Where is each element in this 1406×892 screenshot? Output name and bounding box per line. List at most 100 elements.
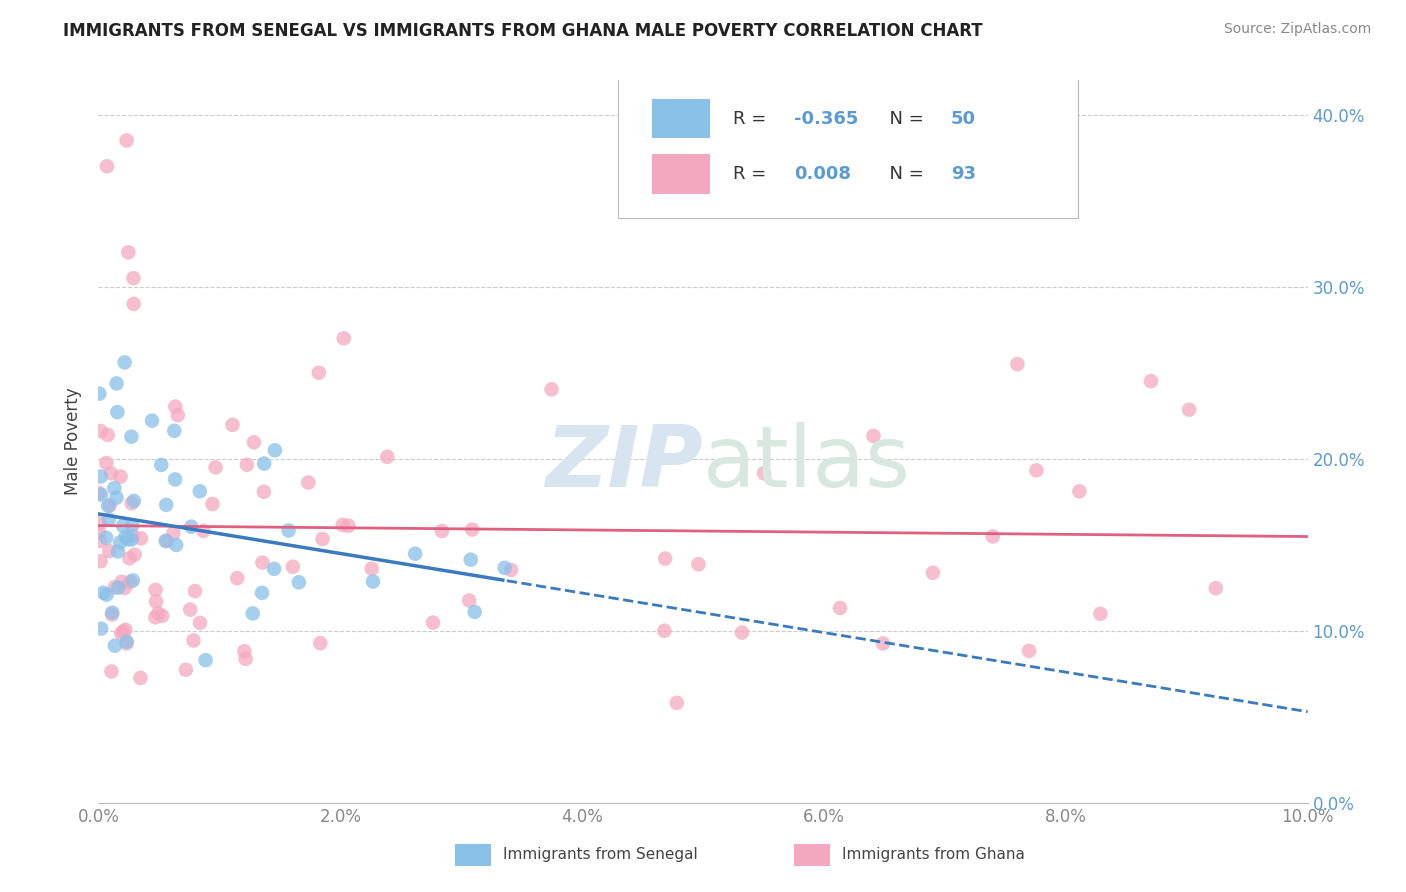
Point (114, 623, 136, 637)
Point (90, 424, 112, 438)
Point (150, 608, 173, 623)
Point (114, 530, 136, 544)
Point (461, 523, 484, 537)
Point (100, 467, 122, 481)
Point (103, 481, 125, 495)
Point (97, 428, 120, 442)
FancyBboxPatch shape (619, 77, 1078, 218)
Point (1090, 607, 1112, 621)
Point (89, 386, 111, 401)
Point (122, 297, 145, 311)
Point (91, 586, 114, 600)
Point (250, 586, 273, 600)
Point (194, 653, 217, 667)
Point (118, 551, 141, 566)
Point (165, 400, 187, 414)
Point (654, 551, 676, 566)
Point (96, 456, 118, 470)
Point (117, 245, 139, 260)
Point (654, 624, 676, 638)
Point (221, 417, 243, 432)
Point (242, 607, 264, 621)
Point (145, 610, 167, 624)
Point (107, 581, 129, 595)
Point (98, 498, 121, 512)
Point (233, 644, 256, 658)
Point (97, 512, 120, 526)
Point (1025, 463, 1047, 477)
Point (117, 532, 139, 546)
Point (107, 405, 129, 419)
Point (96, 159, 118, 173)
Point (688, 558, 710, 572)
Point (332, 518, 354, 533)
Point (281, 559, 304, 574)
Point (981, 529, 1004, 543)
Point (862, 429, 884, 443)
FancyBboxPatch shape (793, 844, 830, 865)
Point (1205, 581, 1227, 595)
Point (90, 622, 112, 636)
Point (150, 458, 173, 472)
Point (124, 548, 146, 562)
Point (155, 533, 177, 548)
Point (243, 435, 266, 450)
Point (252, 556, 274, 570)
Point (665, 696, 688, 710)
Text: N =: N = (879, 165, 929, 183)
Point (253, 484, 276, 499)
Point (120, 574, 142, 589)
Point (122, 574, 145, 588)
Point (201, 497, 224, 511)
Point (236, 458, 259, 472)
Point (460, 552, 482, 566)
Point (188, 615, 211, 630)
Point (110, 469, 132, 483)
Point (872, 636, 894, 650)
Point (122, 271, 145, 285)
Point (120, 533, 142, 547)
Point (111, 574, 134, 589)
Point (494, 561, 516, 575)
Point (183, 633, 205, 648)
Point (166, 408, 188, 422)
Point (179, 602, 201, 616)
Point (114, 355, 136, 369)
Point (464, 605, 486, 619)
Point (226, 571, 249, 585)
Point (115, 636, 138, 650)
Point (253, 457, 276, 471)
FancyBboxPatch shape (652, 99, 710, 138)
Point (922, 566, 945, 580)
Point (311, 532, 333, 546)
Point (1018, 644, 1040, 658)
Point (540, 382, 562, 396)
Point (115, 634, 138, 648)
Point (193, 524, 215, 538)
Point (499, 563, 522, 577)
Text: 0.008: 0.008 (793, 165, 851, 183)
Point (156, 534, 179, 549)
FancyBboxPatch shape (652, 154, 710, 194)
Text: atlas: atlas (703, 422, 911, 505)
Point (90, 488, 112, 502)
Point (96, 531, 118, 545)
Text: R =: R = (734, 110, 772, 128)
Point (297, 475, 319, 490)
Text: N =: N = (879, 110, 929, 128)
Text: -0.365: -0.365 (793, 110, 858, 128)
Point (333, 331, 356, 345)
Point (145, 582, 167, 597)
Point (155, 498, 177, 512)
Point (129, 532, 152, 546)
Point (115, 133, 138, 147)
Point (100, 665, 122, 679)
Point (121, 519, 143, 533)
Point (165, 472, 187, 486)
Point (1140, 374, 1163, 388)
Point (121, 529, 143, 543)
Point (101, 607, 124, 622)
Point (277, 524, 299, 538)
Point (235, 652, 257, 666)
Point (97, 499, 120, 513)
